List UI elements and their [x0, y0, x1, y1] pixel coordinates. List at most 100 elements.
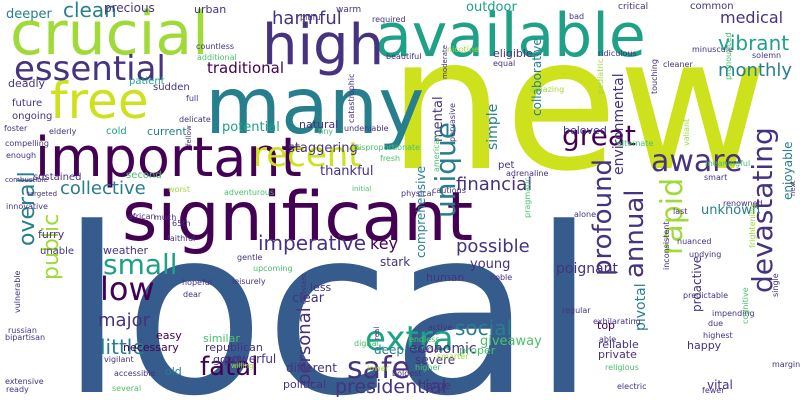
cloud-word: top	[597, 319, 615, 332]
cloud-word: endless	[409, 335, 440, 344]
cloud-word: fellow	[185, 125, 193, 146]
cloud-word: furry	[38, 228, 65, 241]
cloud-word: safe	[347, 351, 410, 386]
cloud-word: powerful	[224, 352, 276, 366]
cloud-word: american	[432, 135, 441, 173]
cloud-word: leisurely	[232, 277, 266, 286]
cloud-word: boldest	[392, 369, 422, 378]
cloud-word: available	[375, 1, 646, 71]
cloud-word: enough	[6, 151, 36, 160]
cloud-word: exhilarating	[593, 317, 641, 326]
cloud-word: devastating	[746, 127, 779, 293]
cloud-word: easy	[156, 329, 182, 342]
cloud-word: constant	[300, 273, 308, 304]
cloud-word: overall	[15, 171, 40, 246]
cloud-word: cleaner	[663, 60, 693, 69]
cloud-word: sustained	[33, 172, 81, 183]
cloud-word: financial	[456, 174, 532, 195]
cloud-word: collective	[60, 178, 146, 199]
cloud-word: deadly	[8, 77, 46, 90]
cloud-word: tiny	[318, 127, 333, 136]
cloud-word: happy	[687, 339, 722, 352]
cloud-word: annual	[620, 189, 650, 278]
cloud-word: monthly	[718, 60, 792, 81]
cloud-word: full	[186, 94, 198, 103]
cloud-word: human	[426, 271, 464, 284]
cloud-word: collaborative	[530, 38, 544, 116]
cloud-word: special	[413, 345, 441, 354]
cloud-word: minuscule	[692, 45, 733, 54]
cloud-word: pitiful	[300, 13, 323, 22]
cloud-word: simple	[485, 104, 501, 150]
cloud-word: eligible	[493, 47, 533, 60]
cloud-word: republican	[205, 341, 263, 354]
cloud-word: pediatric	[596, 59, 605, 94]
cloud-word: common	[690, 1, 734, 12]
cloud-word: undying	[689, 250, 721, 259]
cloud-word: clean	[63, 0, 117, 22]
cloud-word: marginalized	[772, 360, 800, 369]
cloud-word: many	[205, 62, 424, 152]
cloud-word: new	[388, 0, 768, 212]
cloud-word: cognitive	[741, 287, 750, 324]
cloud-word: old	[165, 365, 182, 378]
cloud-word: warm	[336, 5, 361, 15]
cloud-word: natural	[299, 118, 338, 131]
cloud-word: valiant	[682, 119, 691, 146]
cloud-word: thankful	[320, 164, 374, 179]
cloud-word: social	[455, 316, 512, 340]
cloud-word: dear	[183, 290, 202, 299]
cloud-word: last	[673, 207, 687, 216]
cloud-word: vibrant	[718, 31, 789, 55]
cloud-word: essential	[14, 49, 166, 89]
cloud-word: pervasive	[448, 103, 457, 142]
cloud-word: hopeful	[182, 278, 212, 287]
cloud-word: crucial	[10, 0, 209, 69]
cloud-word: worst	[168, 185, 190, 194]
cloud-word: fewer	[702, 386, 725, 395]
cloud-word: undeniable	[344, 124, 389, 133]
cloud-word: required	[372, 15, 406, 24]
cloud-word: rapid	[655, 178, 690, 255]
cloud-word: next	[789, 180, 797, 196]
cloud-word: less	[310, 281, 332, 294]
cloud-word: staggering	[288, 141, 358, 156]
cloud-word: potential	[222, 120, 280, 135]
cloud-word: personal	[294, 307, 315, 385]
cloud-word: unknown	[701, 203, 760, 218]
cloud-word: electric	[617, 382, 647, 391]
cloud-word: meaningful	[705, 159, 750, 168]
cloud-word: nicotine	[447, 45, 479, 54]
cloud-word: combustible	[5, 176, 48, 184]
cloud-word: different	[286, 361, 337, 375]
cloud-word: presidential	[335, 376, 447, 398]
cloud-word: significant	[122, 178, 473, 257]
cloud-word: second	[126, 170, 162, 181]
cloud-word: smarter	[437, 352, 469, 361]
cloud-word: african	[128, 212, 156, 221]
cloud-word: physical	[401, 189, 434, 198]
cloud-word: highest	[703, 331, 733, 340]
cloud-word: good	[213, 353, 240, 366]
cloud-word: public	[39, 214, 64, 280]
cloud-word: private	[598, 348, 637, 361]
cloud-word: weather	[103, 244, 149, 257]
cloud-word: upcoming	[253, 264, 293, 273]
cloud-word: real	[373, 327, 381, 340]
cloud-word: lower	[367, 364, 390, 373]
cloud-word: bad	[569, 12, 584, 21]
cloud-word: traditional	[207, 59, 284, 77]
cloud-word: smart	[704, 173, 727, 182]
cloud-word: single	[771, 273, 780, 297]
cloud-word: political	[283, 378, 326, 391]
cloud-word: great	[562, 119, 636, 152]
cloud-word: deeper	[6, 7, 52, 22]
cloud-word: medical	[720, 8, 783, 27]
cloud-word: sudden	[153, 82, 190, 93]
cloud-word: current	[147, 125, 187, 138]
cloud-word: poignant	[556, 261, 619, 277]
cloud-word: ready	[6, 385, 29, 394]
cloud-word: similar	[203, 332, 240, 345]
cloud-word: unable	[40, 246, 74, 257]
